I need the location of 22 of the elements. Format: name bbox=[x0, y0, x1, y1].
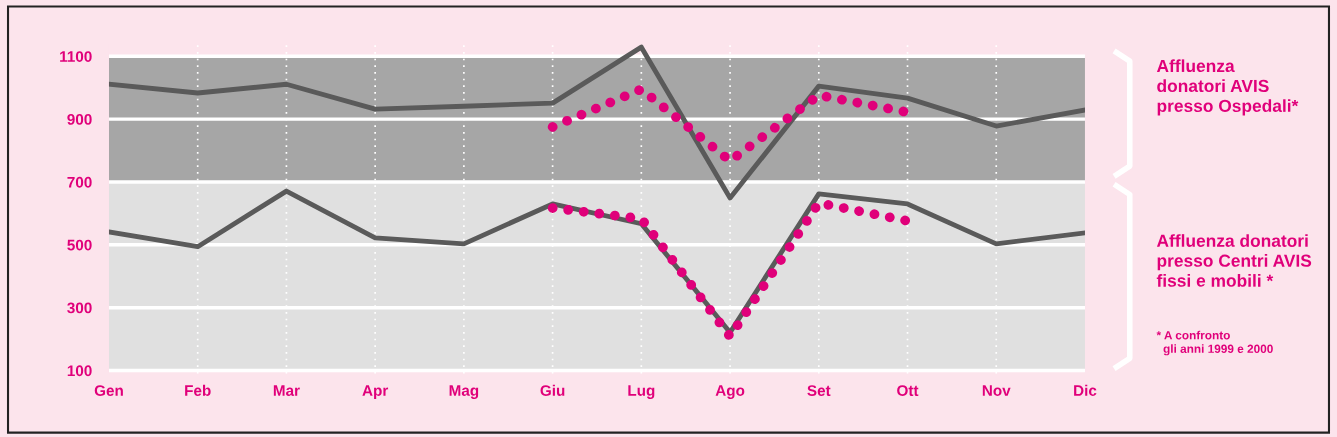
x-tick-label: Set bbox=[807, 385, 831, 396]
x-tick-label: Lug bbox=[628, 385, 655, 399]
x-tick-label: Mar bbox=[273, 385, 300, 396]
y-tick-label: 1100 bbox=[60, 51, 92, 62]
x-tick-label: Apr bbox=[362, 385, 389, 399]
text: * A confronto gli anni 1999 e 2000 bbox=[1156, 330, 1273, 356]
line-series bbox=[108, 44, 1085, 201]
x-tick-label: Feb bbox=[185, 384, 211, 396]
y-tick-label: 100 bbox=[67, 365, 92, 377]
y-tick-label: 700 bbox=[67, 176, 92, 188]
x-tick-label: Gen bbox=[94, 385, 123, 396]
text: Affluenza donatori AVIS presso Ospedali* bbox=[1156, 59, 1299, 116]
x-tick-label: Dic bbox=[1074, 384, 1097, 396]
y-tick-label: 300 bbox=[67, 302, 92, 314]
y-tick-label: 900 bbox=[67, 113, 92, 125]
x-tick-label: Ott bbox=[897, 385, 919, 396]
x-tick-label: Mag bbox=[449, 385, 479, 399]
x-tick-label: Nov bbox=[982, 385, 1011, 396]
x-tick-label: Ago bbox=[715, 385, 745, 399]
text: Affluenza donatori presso Centri AVIS fissi e mobili * bbox=[1156, 234, 1312, 287]
x-tick-label: Giu bbox=[540, 384, 565, 396]
y-tick-label: 500 bbox=[67, 239, 92, 251]
